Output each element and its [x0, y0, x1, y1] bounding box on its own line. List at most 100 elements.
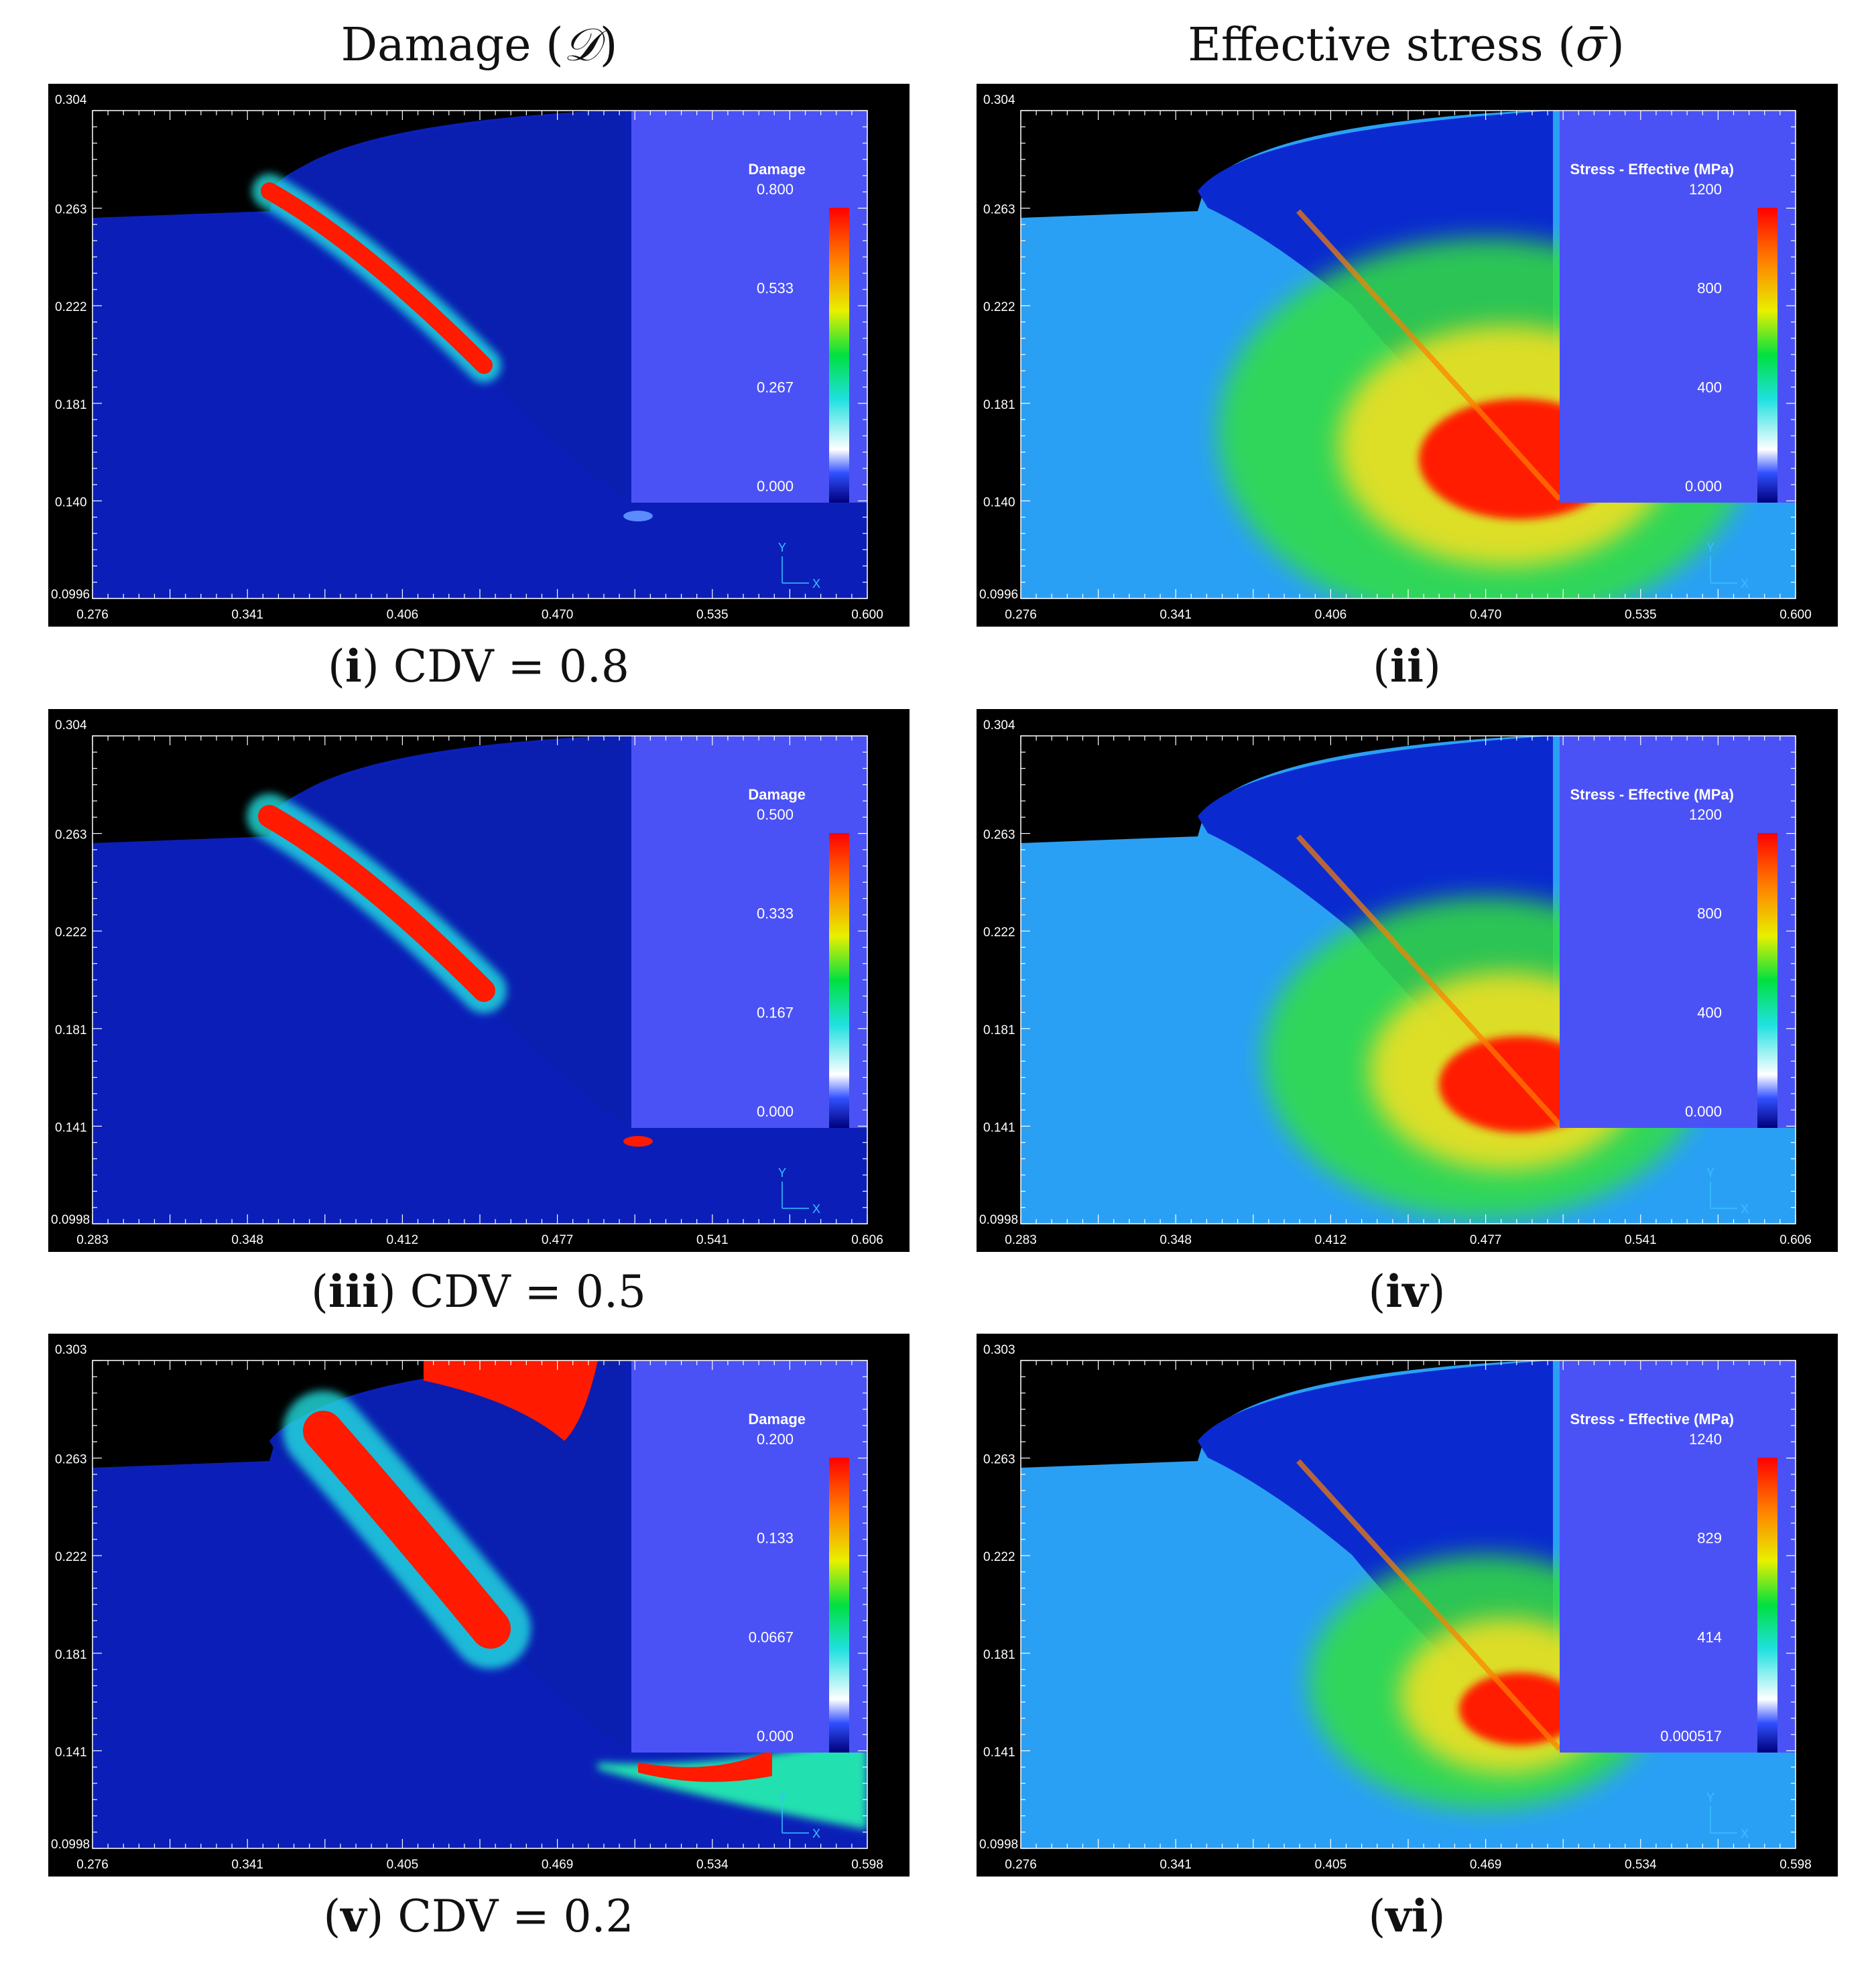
- caption-text: CDV = 0.5: [395, 1266, 646, 1318]
- y-tick-label: 0.263: [55, 203, 87, 217]
- chip-region: [269, 111, 625, 499]
- triad-x-label: X: [812, 577, 820, 590]
- axis-triad: YX: [1706, 1166, 1749, 1216]
- shear-line: [1296, 1459, 1562, 1751]
- y-tick-label: 0.0998: [51, 1838, 90, 1852]
- damage-band: [258, 805, 495, 1002]
- axis-triad: YX: [1706, 1791, 1749, 1840]
- x-tick-label: 0.406: [387, 608, 419, 622]
- damage-band: [261, 182, 493, 374]
- legend-tick-label: 0.000: [757, 1728, 794, 1744]
- air-region: [1021, 1360, 1533, 1468]
- legend-tick-label: 0.0667: [749, 1629, 794, 1645]
- x-tick-label: 0.534: [1625, 1858, 1657, 1872]
- axis-triad: YX: [778, 1166, 820, 1216]
- colorbar: [1757, 1458, 1777, 1753]
- legend-tick-label: 0.267: [757, 379, 794, 395]
- damage-chip-top: [424, 1360, 598, 1441]
- legend-title: Stress - Effective (MPa): [1570, 161, 1734, 178]
- y-tick-label: 0.0996: [51, 588, 90, 602]
- y-tick-label: 0.140: [55, 495, 87, 509]
- contour-plot-i: Damage 0.800 0.533 0.267 0.000 0.304 0.263 0.22…: [48, 84, 910, 627]
- legend-tick-label: 800: [1697, 280, 1722, 297]
- triad-x-label: X: [812, 1827, 820, 1840]
- y-tick-label: 0.181: [55, 398, 87, 412]
- contour-plot-iii: Damage 0.500 0.333 0.167 0.000 0.304 0.263 0.22…: [48, 709, 910, 1252]
- damage-tool-tip: [623, 511, 653, 521]
- x-tick-label: 0.412: [387, 1233, 419, 1247]
- x-tick-label: 0.477: [542, 1233, 574, 1247]
- x-tick-label: 0.606: [1779, 1233, 1812, 1247]
- air-region: [92, 111, 605, 218]
- legend-title: Damage: [748, 786, 806, 803]
- air-region: [1021, 111, 1533, 218]
- legend-title: Damage: [748, 1411, 806, 1427]
- x-tick-label: 0.469: [542, 1858, 574, 1872]
- x-tick-label: 0.470: [542, 608, 574, 622]
- triad-y-label: Y: [1706, 1791, 1714, 1804]
- contour-plot-vi: Stress - Effective (MPa) 1240 829 414 0.0005…: [977, 1334, 1838, 1877]
- caption-v: (v) CDV = 0.2: [323, 1890, 634, 1942]
- legend-tick-label: 0.167: [757, 1004, 794, 1021]
- triad-x-label: X: [1741, 1202, 1749, 1216]
- legend-tick-label: 0.533: [757, 280, 794, 297]
- legend-tick-label: 0.133: [757, 1530, 794, 1547]
- legend-tick-label: 0.800: [757, 181, 794, 198]
- x-tick-label: 0.606: [851, 1233, 883, 1247]
- x-tick-label: 0.341: [231, 608, 263, 622]
- y-tick-label: 0.0998: [51, 1213, 90, 1227]
- y-tick-label: 0.222: [55, 1550, 87, 1564]
- caption-label: vi: [1385, 1890, 1428, 1942]
- y-tick-label: 0.0996: [979, 588, 1018, 602]
- air-region: [92, 736, 605, 843]
- damage-band: [303, 1411, 511, 1649]
- legend-tick-label: 414: [1697, 1629, 1722, 1645]
- damage-tool-tip: [638, 1749, 772, 1782]
- legend-tick-label: 0.000517: [1660, 1728, 1722, 1744]
- x-tick-label: 0.276: [76, 608, 109, 622]
- legend-panel: [1560, 736, 1796, 1128]
- y-tick-label: 0.304: [55, 718, 87, 733]
- y-tick-label: 0.222: [983, 1550, 1015, 1564]
- x-tick-label: 0.283: [1005, 1233, 1037, 1247]
- y-tick-label: 0.140: [983, 495, 1015, 509]
- colorbar: [829, 208, 849, 503]
- colorbar: [1757, 833, 1777, 1128]
- x-tick-label: 0.470: [1470, 608, 1502, 622]
- legend-tick-label: 0.200: [757, 1431, 794, 1448]
- air-region: [92, 1360, 605, 1468]
- triad-y-label: Y: [778, 1791, 786, 1804]
- triad-y-label: Y: [778, 541, 786, 554]
- stress-zone-red: [1459, 1673, 1580, 1745]
- x-tick-label: 0.600: [851, 608, 883, 622]
- contour-svg-i: Damage 0.800 0.533 0.267 0.000 0.304 0.263 0.22…: [51, 93, 883, 622]
- y-tick-label: 0.141: [55, 1745, 87, 1759]
- legend-tick-label: 829: [1697, 1530, 1722, 1547]
- y-tick-label: 0.304: [983, 93, 1015, 107]
- column-title-effective-stress: Effective stress (σ̄): [1188, 19, 1625, 72]
- x-tick-label: 0.283: [76, 1233, 109, 1247]
- axis-triad: YX: [778, 1791, 820, 1840]
- caption-label: ii: [1389, 640, 1424, 692]
- contour-svg-iii: Damage 0.500 0.333 0.167 0.000 0.304 0.263 0.22…: [51, 718, 883, 1247]
- x-tick-label: 0.534: [696, 1858, 729, 1872]
- contour-plot-v: Damage 0.200 0.133 0.0667 0.000 0.303 0.263 0.2…: [48, 1334, 910, 1877]
- contour-svg-ii: Stress - Effective (MPa) 1200 800 400 0.000 0…: [979, 93, 1812, 622]
- x-tick-label: 0.477: [1470, 1233, 1502, 1247]
- y-tick-label: 0.222: [983, 926, 1015, 940]
- x-tick-label: 0.412: [1315, 1233, 1347, 1247]
- column-title-damage: Damage (𝒟): [340, 19, 618, 72]
- legend-tick-label: 0.000: [1685, 478, 1722, 495]
- x-tick-label: 0.535: [696, 608, 729, 622]
- caption-text: CDV = 0.2: [383, 1891, 634, 1942]
- triad-x-label: X: [1741, 1827, 1749, 1840]
- legend-panel: [631, 111, 867, 503]
- x-tick-label: 0.405: [1315, 1858, 1347, 1872]
- legend-panel: [1560, 1360, 1796, 1753]
- triad-y-label: Y: [778, 1166, 786, 1180]
- y-tick-label: 0.181: [983, 1023, 1015, 1037]
- legend-tick-label: 0.000: [757, 478, 794, 495]
- caption-iii: (iii) CDV = 0.5: [311, 1265, 646, 1318]
- contour-svg-iv: Stress - Effective (MPa) 1200 800 400 0.000 0…: [979, 718, 1812, 1247]
- contour-plot-ii: Stress - Effective (MPa) 1200 800 400 0.000 0…: [977, 84, 1838, 627]
